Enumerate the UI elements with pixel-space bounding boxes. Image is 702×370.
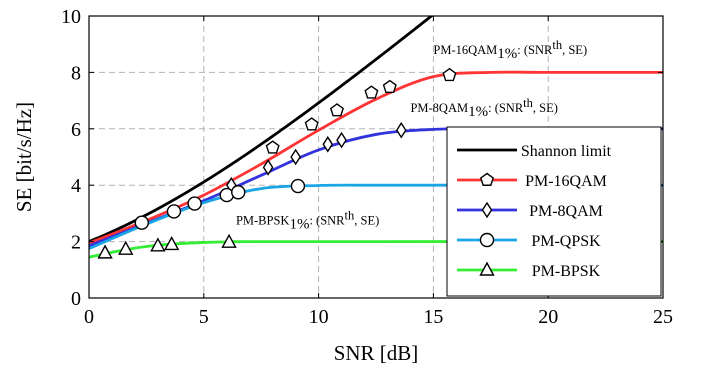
legend-marker-pm-16qam	[479, 172, 495, 186]
marker-pm-bpsk-0	[97, 244, 113, 259]
series-line-pm-16qam	[89, 70, 663, 245]
marker-pm-qpsk-5	[290, 178, 306, 194]
annotation-2: PM-BPSK1%: (SNRth, SE)	[236, 209, 379, 233]
marker-pm-bpsk-3	[163, 235, 180, 251]
annotation-1-part-1: 1%	[468, 104, 488, 120]
legend-marker-pm-8qam	[481, 201, 493, 219]
legend-marker-pm-bpsk	[479, 261, 495, 276]
annotation-2-part-4: , SE)	[354, 214, 379, 228]
marker-pm-16qam-5	[442, 67, 457, 82]
series-markers	[97, 67, 457, 259]
marker-pm-8qam-5	[395, 121, 407, 139]
marker-pm-qpsk-1	[166, 204, 182, 219]
annotation-0-part-4: , SE)	[562, 43, 587, 57]
annotation-0-part-2: : (SNR	[517, 43, 553, 57]
marker-pm-qpsk-4	[231, 185, 246, 200]
marker-pm-16qam-2	[329, 103, 344, 117]
annotation-1-part-0: PM-8QAM	[410, 101, 468, 115]
y-tick-label-5: 10	[61, 6, 81, 28]
y-axis-label: SE [bit/s/Hz]	[12, 102, 36, 212]
marker-pm-qpsk-2	[187, 196, 202, 211]
x-tick-label-3: 15	[423, 306, 443, 328]
x-tick-label-0: 0	[84, 306, 94, 328]
annotation-2-part-0: PM-BPSK	[236, 214, 290, 228]
annotation-0: PM-16QAM1%: (SNRth, SE)	[433, 38, 587, 62]
legend-label-pm-16qam: PM-16QAM	[525, 173, 607, 190]
legend-label-pm-bpsk: PM-BPSK	[532, 263, 601, 280]
annotation-1-part-3: th	[523, 96, 533, 110]
x-tick-label-1: 5	[199, 306, 209, 328]
y-tick-label-2: 4	[71, 175, 81, 197]
marker-pm-bpsk-4	[221, 233, 237, 248]
marker-pm-16qam-1	[304, 117, 319, 131]
plot-area-frame	[88, 15, 664, 299]
legend-label-shannon-limit: Shannon limit	[521, 143, 612, 160]
annotation-1: PM-8QAM1%: (SNRth, SE)	[410, 96, 557, 120]
x-tick-label-5: 25	[653, 306, 673, 328]
annotation-0-part-3: th	[552, 38, 562, 52]
annotation-2-part-1: 1%	[289, 217, 309, 233]
x-tick-label-2: 10	[309, 306, 329, 328]
x-tick-label-4: 20	[538, 306, 558, 328]
marker-pm-8qam-1	[262, 159, 274, 176]
y-tick-label-3: 6	[71, 119, 81, 141]
annotation-1-part-4: , SE)	[533, 101, 558, 115]
marker-pm-16qam-4	[382, 79, 397, 94]
annotation-1-part-2: : (SNR	[488, 101, 524, 115]
annotation-0-part-0: PM-16QAM	[433, 43, 497, 57]
y-tick-label-4: 8	[71, 62, 81, 84]
marker-pm-qpsk-0	[134, 215, 150, 230]
annotation-2-part-3: th	[345, 209, 355, 223]
marker-pm-bpsk-2	[150, 237, 166, 252]
marker-pm-8qam-2	[290, 148, 301, 166]
marker-pm-bpsk-1	[118, 240, 134, 255]
legend-marker-pm-qpsk	[479, 232, 495, 248]
axis-ticks: 0 5 10 15 20 25 0 2 4 6 8 10	[61, 6, 673, 328]
series-line-shannon-limit	[89, 16, 434, 243]
marker-pm-16qam-0	[265, 140, 280, 154]
y-tick-label-1: 2	[71, 232, 81, 254]
legend-label-pm-8qam: PM-8QAM	[529, 203, 603, 220]
legend: Shannon limit PM-16QAM PM-8QAM PM-QPSK PM-BP…	[446, 126, 662, 297]
marker-pm-8qam-4	[336, 131, 347, 149]
x-axis-label: SNR [dB]	[334, 341, 419, 365]
marker-pm-16qam-3	[364, 85, 379, 99]
legend-label-pm-qpsk: PM-QPSK	[531, 233, 601, 250]
threshold-annotations: PM-16QAM1%: (SNRth, SE)PM-8QAM1%: (SNRth…	[236, 38, 587, 233]
y-tick-label-0: 0	[71, 288, 81, 310]
annotation-0-part-1: 1%	[497, 46, 517, 62]
annotation-2-part-2: : (SNR	[309, 214, 345, 228]
marker-pm-8qam-3	[322, 136, 334, 153]
